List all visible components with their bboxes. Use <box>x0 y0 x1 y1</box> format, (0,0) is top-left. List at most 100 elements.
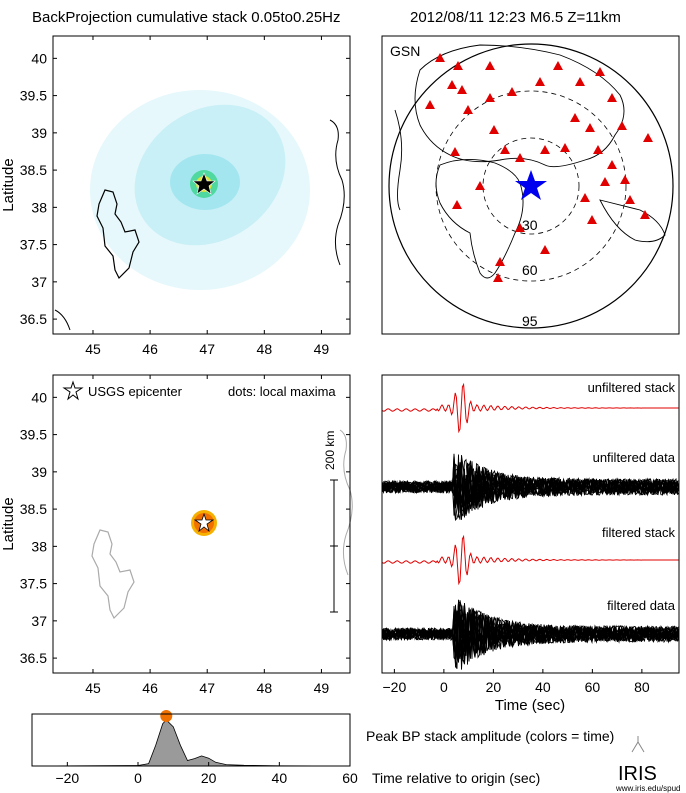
legend-star-icon <box>62 380 84 401</box>
traces-xlabel: Time (sec) <box>495 697 565 714</box>
legend-dots: dots: local maxima <box>228 384 336 399</box>
amplitude-background <box>32 714 350 766</box>
distance-ring-30 <box>482 137 580 235</box>
station-triangle-icon <box>463 105 473 114</box>
y-tick-label: 36.5 <box>20 311 47 327</box>
station-triangle-icon <box>643 133 653 142</box>
amplitude-title: Peak BP stack amplitude (colors = time) <box>366 728 614 744</box>
station-triangle-icon <box>507 87 517 96</box>
top-map-frame <box>52 35 351 335</box>
station-triangle-icon <box>452 200 462 209</box>
station-triangle-icon <box>580 193 590 202</box>
coast-outline-sw <box>54 309 71 331</box>
station-triangle-icon <box>617 121 627 130</box>
top-map-ylabel: Latitude <box>0 158 17 211</box>
station-triangle-icon <box>493 273 503 282</box>
bottom-map-ylabel: Latitude <box>0 497 17 550</box>
x-tick-label: 20 <box>201 770 217 786</box>
iris-logo-mark <box>631 736 645 753</box>
station-triangle-icon <box>447 80 457 89</box>
station-triangle-icon <box>457 85 467 94</box>
y-tick-label: 36.5 <box>20 650 47 666</box>
station-triangle-icon <box>540 245 550 254</box>
trace-label-filtered-stack: filtered stack <box>602 525 675 540</box>
top-map-panel: 45 46 47 48 49 40 39.5 39 38.5 38 37.5 37 36.5 <box>20 35 351 357</box>
y-tick-label: 38 <box>31 538 47 554</box>
station-triangle-icon <box>595 67 605 76</box>
station-triangle-icon <box>515 223 525 232</box>
y-tick-label: 38.5 <box>20 162 47 178</box>
y-tick-label: 40 <box>31 50 47 66</box>
iris-logo: IRIS www.iris.edu/spud <box>615 736 680 793</box>
station-triangle-icon <box>560 143 570 152</box>
x-tick-label: −20 <box>55 770 79 786</box>
station-triangle-icon <box>607 160 617 169</box>
station-triangle-icon <box>540 145 550 154</box>
station-triangle-icon <box>640 210 650 219</box>
station-triangle-icon <box>450 147 460 156</box>
station-triangle-icon <box>585 123 595 132</box>
figure-title: BackProjection cumulative stack 0.05to0.… <box>32 9 341 26</box>
station-triangle-icon <box>593 145 603 154</box>
unfiltered-data-line <box>381 454 680 514</box>
x-tick-label: 40 <box>272 770 288 786</box>
y-tick-label: 39 <box>31 464 47 480</box>
unfiltered-data-line <box>381 465 680 516</box>
x-tick-label: −20 <box>383 679 407 695</box>
station-triangle-icon <box>485 61 495 70</box>
x-tick-label: 49 <box>314 341 330 357</box>
lake-outline <box>96 189 140 280</box>
traces-panel: unfiltered stack unfiltered data filtere… <box>381 374 680 714</box>
amplitude-xlabel: Time relative to origin (sec) <box>372 770 540 786</box>
station-triangle-icon <box>575 77 585 86</box>
station-triangle-icon <box>587 215 597 224</box>
x-tick-label: 0 <box>440 679 448 695</box>
distance-label-60: 60 <box>522 262 538 278</box>
bottom-map-panel: 200 km USGS epicenter dots: local maxima… <box>20 374 353 696</box>
amplitude-panel: −20 0 20 40 60 Peak BP stack amplitude (colo… <box>31 710 614 786</box>
amplitude-peak-dot <box>160 710 173 722</box>
trace-label-unfiltered-stack: unfiltered stack <box>588 380 676 395</box>
amplitude-frame <box>31 713 351 767</box>
africa-outline <box>435 159 524 279</box>
unfiltered-data-line <box>381 466 680 521</box>
epicenter-star-icon <box>193 512 215 533</box>
y-tick-label: 38 <box>31 199 47 215</box>
filtered-data-line <box>381 607 680 652</box>
distance-label-95: 95 <box>522 313 538 329</box>
top-map-ticks: 45 46 47 48 49 40 39.5 39 38.5 38 37.5 37 36.5 <box>20 36 350 357</box>
scale-label: 200 km <box>323 431 337 470</box>
x-tick-label: 40 <box>535 679 551 695</box>
unfiltered-stack-line <box>381 382 679 434</box>
y-tick-label: 39.5 <box>20 88 47 104</box>
station-triangle-icon <box>453 61 463 70</box>
x-tick-label: 60 <box>585 679 601 695</box>
se-asia-outline <box>599 199 666 243</box>
iris-logo-text: IRIS <box>618 763 657 785</box>
globe-frame <box>381 35 680 335</box>
y-tick-label: 37.5 <box>20 576 47 592</box>
station-triangle-icon <box>489 125 499 134</box>
globe-panel: GSN 30 60 95 <box>381 35 680 335</box>
x-tick-label: 46 <box>142 341 158 357</box>
epicenter-star-icon <box>192 172 216 195</box>
x-tick-label: 48 <box>257 680 273 696</box>
bottom-map-frame <box>52 374 351 674</box>
x-tick-label: 0 <box>134 770 142 786</box>
station-triangle-icon <box>570 113 580 122</box>
station-triangle-icon <box>607 93 617 102</box>
station-triangle-icon <box>515 153 525 162</box>
station-triangle-icon <box>435 53 445 62</box>
atlantic-coast-outline <box>394 109 403 211</box>
station-triangle-icon <box>425 100 435 109</box>
traces-ticks: −20 0 20 40 60 80 <box>383 669 650 695</box>
bottom-map-ticks: 45 46 47 48 49 40 39.5 39 38.5 38 37.5 37 36.5 <box>20 375 350 696</box>
station-triangle-icon <box>475 181 485 190</box>
station-triangle-icon <box>553 61 563 70</box>
gsn-stations <box>425 53 653 282</box>
y-tick-label: 37 <box>31 274 47 290</box>
x-tick-label: 47 <box>199 341 215 357</box>
y-tick-label: 40 <box>31 389 47 405</box>
y-tick-label: 39 <box>31 125 47 141</box>
